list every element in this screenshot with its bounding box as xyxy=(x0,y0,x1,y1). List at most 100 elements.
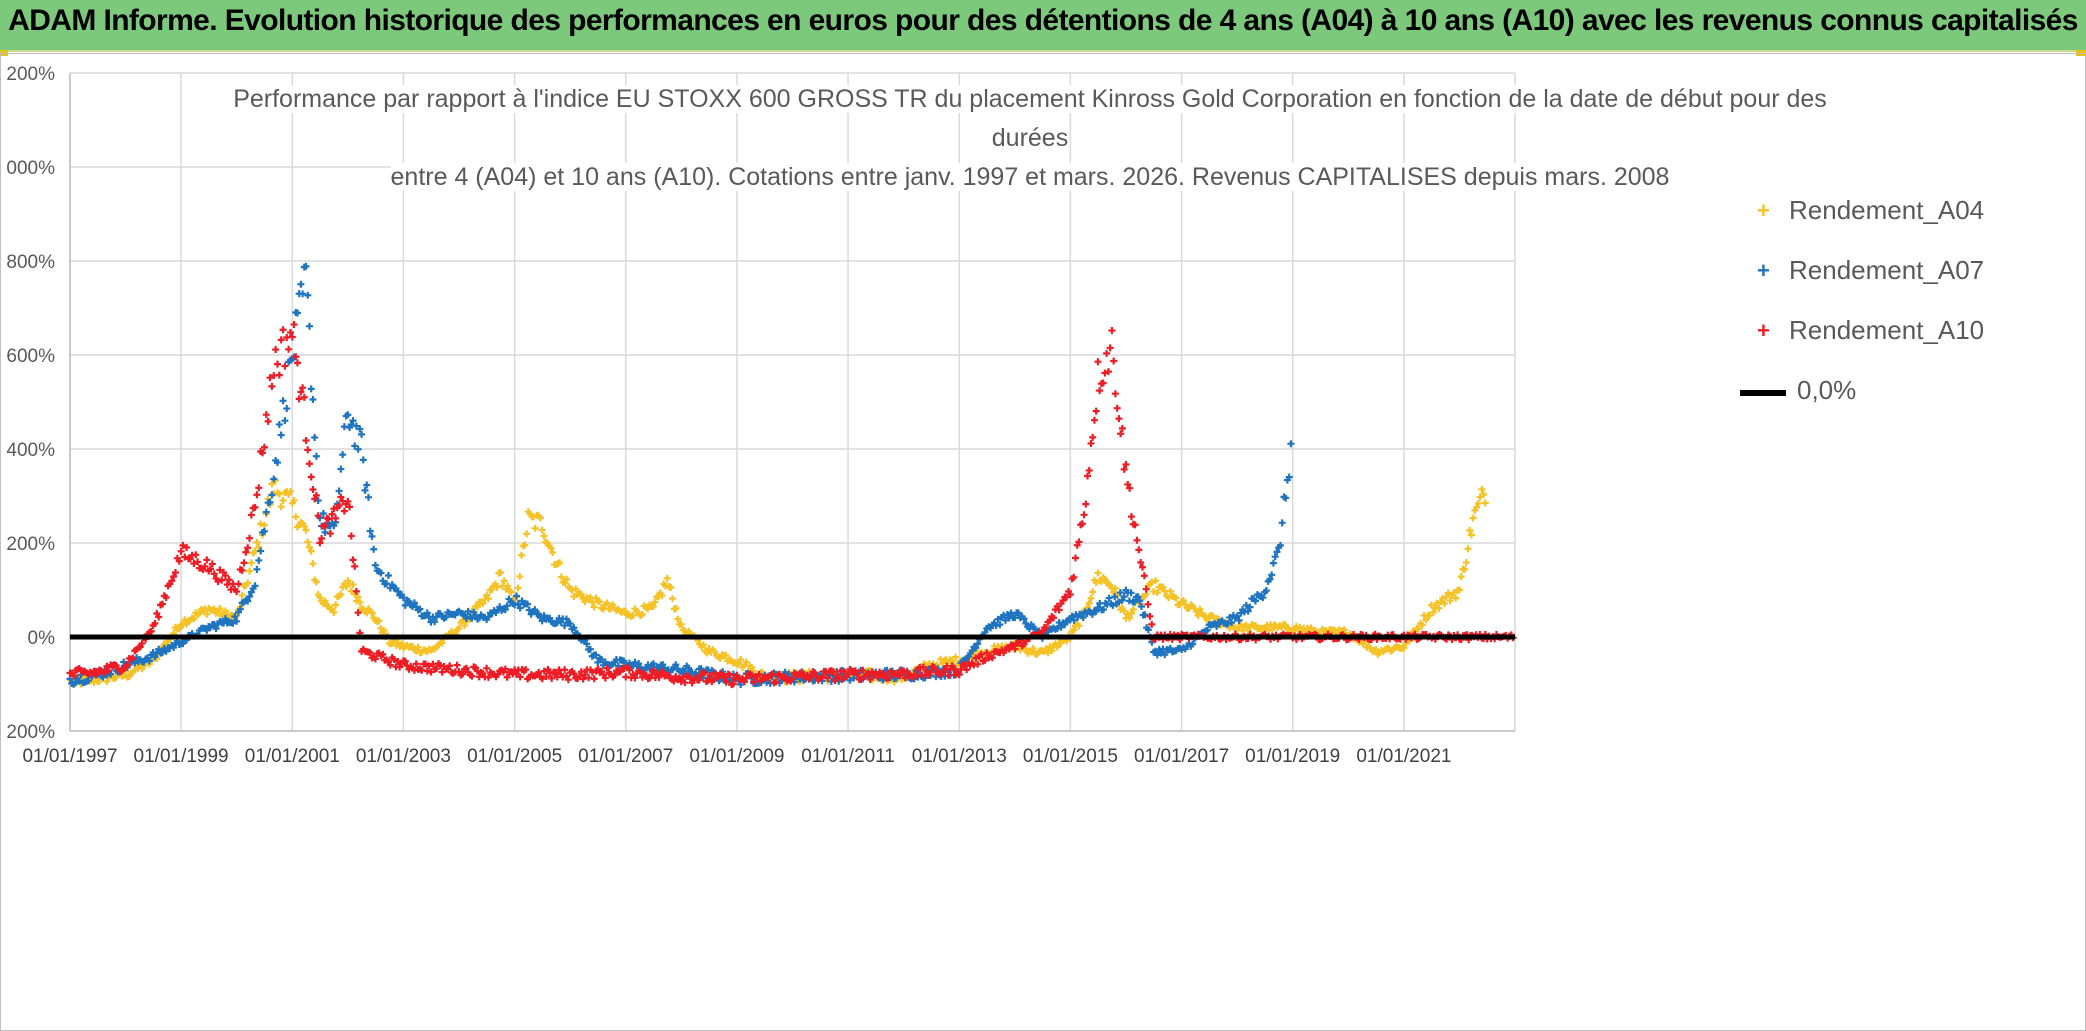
data-point xyxy=(246,592,254,600)
data-point xyxy=(297,280,305,288)
data-point xyxy=(302,526,310,534)
data-point xyxy=(631,658,639,666)
data-point xyxy=(279,397,287,405)
data-point xyxy=(288,333,296,341)
data-point xyxy=(1137,558,1145,566)
data-point xyxy=(354,593,362,601)
y-tick-label: 1 200% xyxy=(0,64,55,85)
data-point xyxy=(346,503,354,511)
data-point xyxy=(379,650,387,658)
data-point xyxy=(304,291,312,299)
data-point xyxy=(1415,625,1423,633)
data-point xyxy=(330,505,338,513)
legend-item-a04: + Rendement_A04 xyxy=(1725,192,1985,232)
data-point xyxy=(996,621,1004,629)
data-point xyxy=(1142,585,1150,593)
data-point xyxy=(318,534,326,542)
data-point xyxy=(354,609,362,617)
data-point xyxy=(674,615,682,623)
data-point xyxy=(536,514,544,522)
data-point xyxy=(667,584,675,592)
data-point xyxy=(1106,344,1114,352)
data-point xyxy=(1427,601,1435,609)
data-point xyxy=(586,645,594,653)
data-point xyxy=(190,615,198,623)
data-point xyxy=(1141,611,1149,619)
data-point xyxy=(1148,620,1156,628)
data-point xyxy=(1144,600,1152,608)
data-point xyxy=(316,593,324,601)
data-point xyxy=(590,603,598,611)
data-point xyxy=(594,658,602,666)
data-point xyxy=(275,371,283,379)
data-point xyxy=(850,674,858,682)
data-point xyxy=(535,610,543,618)
data-point xyxy=(1111,593,1119,601)
data-point xyxy=(620,665,628,673)
data-point xyxy=(206,565,214,573)
data-point xyxy=(247,588,255,596)
data-point xyxy=(1089,433,1097,441)
data-point xyxy=(244,579,252,587)
data-point xyxy=(1161,651,1169,659)
data-point xyxy=(955,670,963,678)
y-tick-label: 800% xyxy=(6,252,55,273)
data-point xyxy=(321,597,329,605)
data-point xyxy=(1166,587,1174,595)
data-point xyxy=(988,654,996,662)
data-point xyxy=(292,513,300,521)
data-point xyxy=(601,674,609,682)
data-point xyxy=(575,672,583,680)
data-point xyxy=(314,512,322,520)
chart-title: Performance par rapport à l'indice EU ST… xyxy=(230,80,1830,197)
data-point xyxy=(540,612,548,620)
data-point xyxy=(638,673,646,681)
data-point xyxy=(620,657,628,665)
data-point xyxy=(1075,538,1083,546)
data-point xyxy=(501,606,509,614)
data-point xyxy=(548,674,556,682)
data-point xyxy=(455,624,463,632)
data-point xyxy=(339,451,347,459)
data-point xyxy=(750,678,758,686)
data-point xyxy=(460,611,468,619)
data-point xyxy=(283,405,291,413)
data-point xyxy=(1473,503,1481,511)
data-point xyxy=(253,491,261,499)
data-point xyxy=(1268,571,1276,579)
data-point xyxy=(1059,597,1067,605)
data-point xyxy=(1244,607,1252,615)
data-point xyxy=(286,487,294,495)
data-point xyxy=(1087,439,1095,447)
data-point xyxy=(651,598,659,606)
data-point xyxy=(1090,416,1098,424)
data-point xyxy=(844,671,852,679)
data-point xyxy=(277,431,285,439)
data-point xyxy=(1139,563,1147,571)
data-point xyxy=(1029,644,1037,652)
data-point xyxy=(581,598,589,606)
data-point xyxy=(410,599,418,607)
data-point xyxy=(1159,583,1167,591)
data-point xyxy=(1022,645,1030,653)
data-point xyxy=(75,677,83,685)
data-point xyxy=(1092,407,1100,415)
data-point xyxy=(1133,536,1141,544)
data-point xyxy=(699,641,707,649)
data-point xyxy=(1118,424,1126,432)
data-point xyxy=(614,662,622,670)
x-tick-label: 01/01/1997 xyxy=(22,746,117,767)
data-point xyxy=(257,520,265,528)
data-point xyxy=(551,668,559,676)
data-point xyxy=(577,590,585,598)
chart-title-line-2: durées xyxy=(991,124,1069,152)
data-point xyxy=(203,610,211,618)
data-point xyxy=(1400,644,1408,652)
data-point xyxy=(544,665,552,673)
data-point xyxy=(1020,615,1028,623)
data-point xyxy=(123,661,131,669)
data-point xyxy=(493,583,501,591)
data-point xyxy=(881,670,889,678)
data-point xyxy=(1461,565,1469,573)
data-point xyxy=(968,647,976,655)
